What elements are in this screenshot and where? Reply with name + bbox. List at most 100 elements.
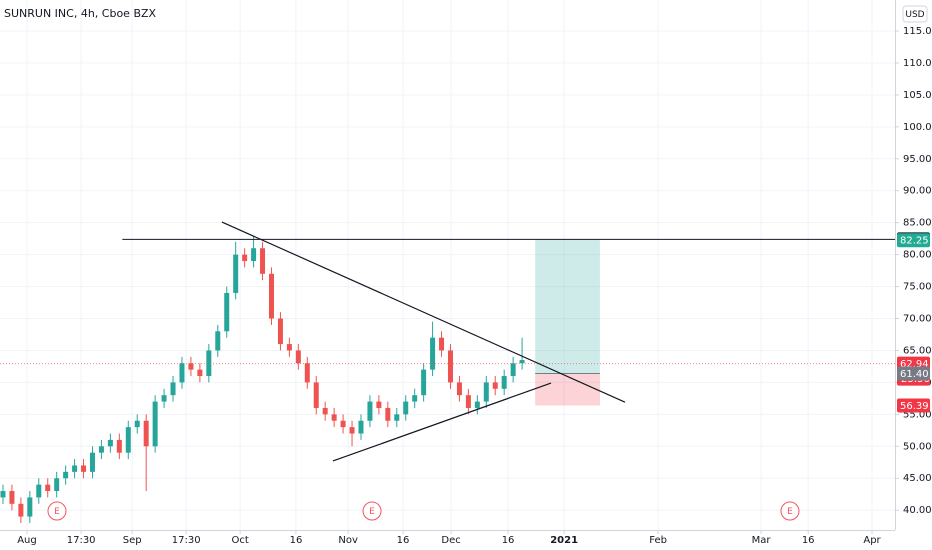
candle-body (81, 465, 87, 472)
trend-line (221, 221, 626, 403)
candle-body (242, 254, 248, 262)
candle-body (322, 407, 328, 415)
candle-body (9, 491, 15, 504)
x-tick-label: 16 (290, 535, 303, 546)
earnings-marker (362, 501, 382, 521)
candle-body (260, 248, 266, 274)
candle-body (277, 318, 283, 345)
candle-body (492, 382, 498, 389)
candle-body (72, 465, 78, 472)
x-tick-label: Oct (232, 535, 249, 546)
y-tick-label: 115.00 (903, 26, 932, 37)
x-tick-label: Feb (649, 535, 667, 546)
candle-body (197, 369, 203, 377)
x-tick-label: Dec (441, 535, 460, 546)
candle-body (116, 439, 122, 453)
y-tick-label: 85.00 (903, 218, 932, 229)
candle-body (295, 350, 301, 364)
y-tick-label: 75.00 (903, 282, 932, 293)
x-tick-label: 16 (802, 535, 815, 546)
candle-body (465, 395, 471, 408)
candle-body (134, 420, 140, 428)
candle-body (367, 401, 373, 421)
x-tick-label: 17:30 (172, 535, 201, 546)
currency[interactable]: USD (905, 10, 924, 20)
candle-body (358, 420, 364, 434)
candle-body (412, 395, 418, 402)
candle-body (45, 484, 51, 492)
y-tick-label: 110.00 (903, 58, 932, 69)
candle-body (331, 414, 337, 421)
candle-body (439, 337, 445, 351)
candle-body (233, 254, 239, 293)
y-tick-label: 40.00 (903, 505, 932, 516)
candle-body (349, 427, 355, 434)
candle-body (268, 273, 274, 319)
x-tick-label: Apr (863, 535, 881, 546)
x-tick-label: Nov (338, 535, 358, 546)
candle-body (501, 376, 507, 389)
candle-body (215, 331, 221, 351)
candle-body (483, 382, 489, 402)
candle-body (385, 407, 391, 421)
candle-body (456, 382, 462, 396)
y-tick-label: 70.00 (903, 314, 932, 325)
candle-body (54, 478, 60, 492)
candle-body (125, 427, 131, 453)
trend-line (332, 382, 552, 462)
target-zone (535, 239, 600, 374)
x-tick-label: Sep (123, 535, 142, 546)
price-label: 82.25 (900, 236, 929, 247)
candle-body (179, 363, 185, 383)
candle-body (340, 420, 346, 428)
candle-body (161, 395, 167, 402)
price-label-box (897, 398, 930, 413)
candle-body (286, 344, 292, 351)
candle-body (430, 337, 436, 370)
earnings-label: E (369, 507, 375, 517)
earnings-label: E (54, 507, 60, 517)
x-tick-label: Aug (17, 535, 37, 546)
candle-body (36, 484, 42, 498)
candle-body (206, 350, 212, 377)
candle-body (304, 363, 310, 383)
candle-body (143, 420, 149, 447)
x-tick-label: 2021 (550, 535, 578, 546)
candle-body (403, 401, 409, 415)
candle-body (519, 360, 525, 364)
price-label: 62.94 (900, 359, 929, 370)
candle-body (0, 491, 6, 498)
candle-body (188, 363, 194, 370)
x-tick-label: 17:30 (67, 535, 96, 546)
price-label: 61.40 (900, 369, 929, 380)
candle-body (251, 248, 257, 262)
y-tick-label: 100.00 (903, 122, 932, 133)
y-tick-label: 105.00 (903, 90, 932, 101)
candle-body (98, 446, 104, 453)
earnings-label: E (787, 507, 793, 517)
candle-body (18, 503, 24, 517)
earnings-marker (780, 501, 800, 521)
candle-body (447, 350, 453, 383)
candle-body (152, 401, 158, 447)
price-label-box (897, 366, 930, 381)
earnings-marker (47, 501, 67, 521)
candle-body (313, 382, 319, 408)
candle-body (27, 497, 33, 517)
chart-title: SUNRUN INC, 4h, Cboe BZX (4, 7, 157, 20)
y-tick-label: 90.00 (903, 186, 932, 197)
y-tick-label: 50.00 (903, 441, 932, 452)
candle-body (170, 382, 176, 396)
candle-body (394, 414, 400, 421)
price-label-box (897, 233, 930, 248)
candle-body (107, 439, 113, 447)
y-tick-label: 95.00 (903, 154, 932, 165)
currency-box[interactable] (902, 5, 928, 23)
y-tick-label: 65.00 (903, 345, 932, 356)
candle-body (474, 401, 480, 408)
x-tick-label: 16 (502, 535, 515, 546)
candle-body (421, 369, 427, 396)
candle-body (376, 401, 382, 408)
